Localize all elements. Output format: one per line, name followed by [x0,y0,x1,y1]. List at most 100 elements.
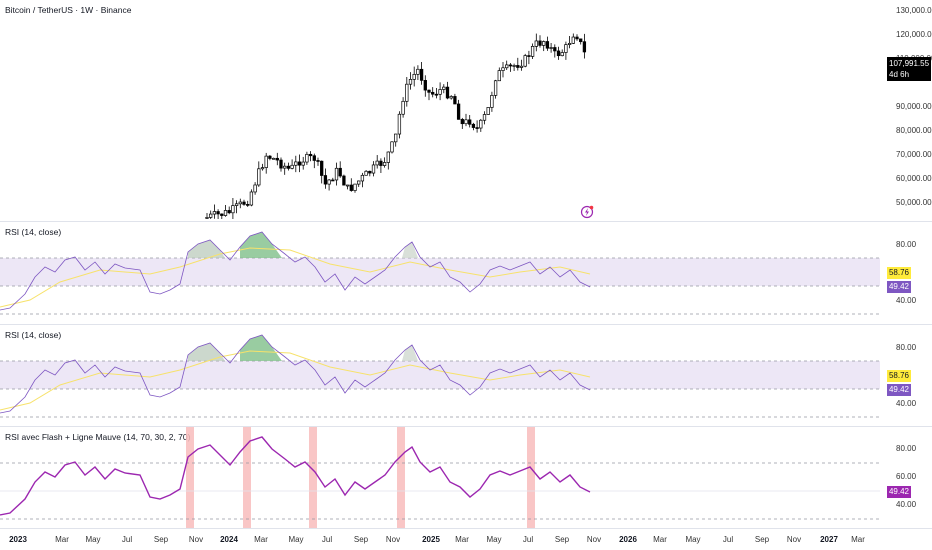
rsi-2-plot[interactable] [0,325,880,426]
rsi-2-value-badge: 49.42 [887,384,911,396]
candle [327,178,331,191]
candle [242,199,246,206]
candle [423,75,427,97]
rsi-1-axis-40: 40.00 [896,296,917,305]
candle [334,162,339,186]
candle [234,200,239,214]
price-axis-label: 50,000.00 [896,198,932,207]
rsi-2-axis-40: 40.00 [896,399,917,408]
candle [316,157,320,166]
time-axis-label: Sep [153,535,169,544]
candle [482,111,487,125]
time-axis-label: Nov [586,535,602,544]
pane-separator[interactable] [0,426,932,427]
candle [390,141,394,154]
candle [220,213,224,219]
time-axis-label: Sep [554,535,570,544]
rsi-flash-axis-80: 80.00 [896,444,917,453]
candle [320,160,324,184]
rsi-pane-2[interactable]: RSI (14, close) 80.00 40.00 58.76 49.42 [0,325,932,426]
pane-separator[interactable] [0,221,932,222]
time-axis-label: May [685,535,701,544]
candle [397,111,402,139]
candle [338,161,342,178]
candle [408,72,413,90]
candle [401,97,405,118]
candle [249,189,254,207]
candle [556,46,561,60]
time-axis-separator [0,528,932,529]
candle [283,162,287,175]
candle [271,157,276,160]
price-pane[interactable]: Bitcoin / TetherUS · 1W · Binance 130,00… [0,0,932,220]
candle [527,50,531,65]
candle [394,133,398,147]
rsi-line [0,334,591,414]
price-axis-label: 130,000.00 [896,6,932,15]
candle [523,53,527,68]
time-axis-label: Nov [786,535,802,544]
countdown-value: 4d 6h [889,70,910,79]
candle [497,67,501,82]
candle [227,206,231,215]
candle [268,155,272,161]
candle [571,33,575,45]
candle [471,122,476,131]
flash-signal-bar [309,427,317,528]
candle [286,162,291,171]
candle [212,204,217,219]
rsi-2-ma-badge: 58.76 [887,370,911,382]
time-axis-label: 2024 [220,535,238,544]
candle [238,198,242,209]
rsi-flash-pane[interactable]: RSI avec Flash + Ligne Mauve (14, 70, 30… [0,427,932,528]
flash-signal-bar [397,427,405,528]
candle [379,158,383,173]
overbought-fill [240,232,282,258]
overbought-fill [402,242,418,258]
candle [534,33,538,52]
time-axis-label: Jul [121,535,133,544]
rsi-pane-2-title: RSI (14, close) [5,330,62,340]
candle [431,87,435,98]
candle [493,79,498,99]
candle [434,87,439,99]
candle [360,172,365,188]
candle [427,89,431,101]
overbought-fill [402,345,418,361]
rsi-flash-axis-60: 60.00 [896,472,917,481]
candle [486,107,490,115]
time-axis-label: May [85,535,101,544]
candle [545,36,550,51]
candle [279,157,283,172]
pane-separator[interactable] [0,324,932,325]
rsi-1-plot[interactable] [0,222,880,324]
candle [253,182,257,195]
candle [305,151,309,165]
price-candles[interactable] [0,0,880,220]
flash-alert-icon[interactable] [580,205,594,219]
candle [479,118,483,132]
candle [567,35,572,49]
price-axis-label: 80,000.00 [896,126,932,135]
candle [512,63,516,72]
rsi-ma-line [0,350,591,411]
price-axis-label: 70,000.00 [896,150,932,159]
candle [209,210,213,219]
time-axis-label: Mar [653,535,667,544]
candle [223,205,228,217]
candle [553,44,557,58]
candle [538,35,542,48]
candle [231,198,235,219]
price-axis-label: 90,000.00 [896,102,932,111]
time-axis-label: 2027 [820,535,838,544]
time-axis-label: 2026 [619,535,637,544]
time-axis-label: Sep [754,535,770,544]
rsi-flash-line [0,436,591,516]
candle [275,152,279,166]
candle [579,38,583,45]
candle [371,161,376,177]
candle [575,34,579,41]
candle [205,212,209,219]
rsi-flash-plot[interactable] [0,427,880,528]
rsi-pane-1[interactable]: RSI (14, close) 80.00 40.00 58.76 49.42 [0,222,932,324]
